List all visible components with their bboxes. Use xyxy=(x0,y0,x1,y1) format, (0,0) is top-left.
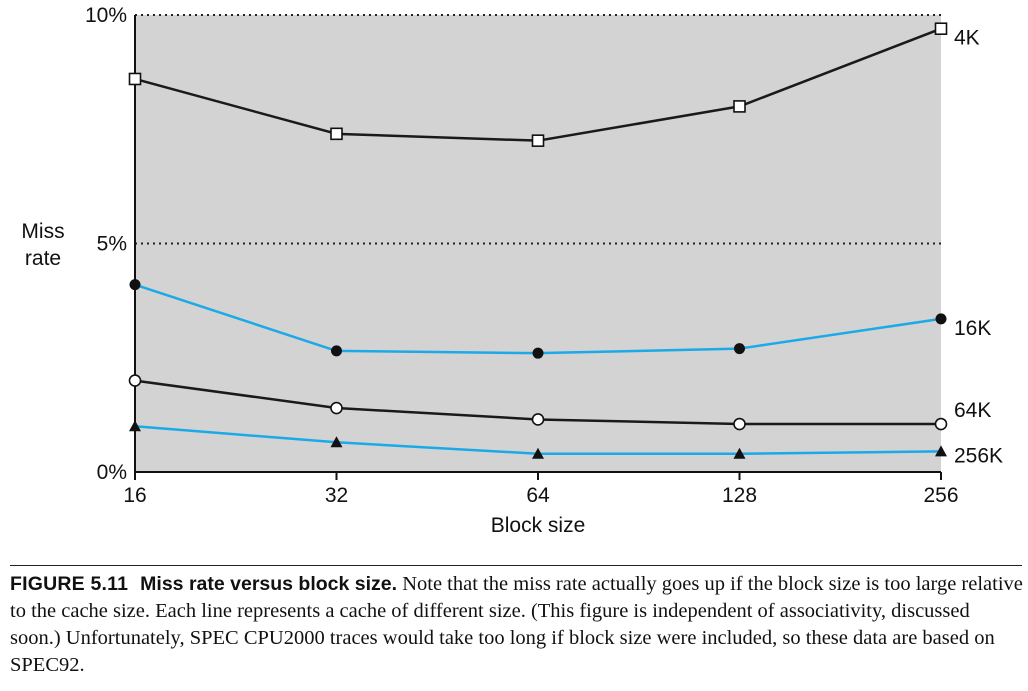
marker-4k xyxy=(128,72,142,86)
series-label-64k: 64K xyxy=(954,399,991,422)
x-axis-label: Block size xyxy=(491,514,586,537)
marker-256k xyxy=(733,447,746,459)
labels: 16 32 64 128 256 0% 5% 10% Miss rate Block size 4K 1… xyxy=(21,4,1003,537)
x-tick-label: 16 xyxy=(123,484,146,507)
marker-4k xyxy=(934,22,948,36)
series-label-4k: 4K xyxy=(954,27,980,50)
marker-256k xyxy=(129,420,141,432)
y-tick-label: 10% xyxy=(85,4,127,27)
x-tick-label: 128 xyxy=(722,484,757,507)
marker-16k xyxy=(331,345,342,357)
caption-divider xyxy=(10,565,1022,566)
marker-256k xyxy=(532,447,544,459)
marker-16k xyxy=(532,347,544,359)
figure-number: FIGURE 5.11 xyxy=(10,573,129,595)
marker-4k xyxy=(531,134,545,147)
gridlines xyxy=(135,14,941,245)
marker-16k xyxy=(935,313,947,325)
marker-4k xyxy=(733,100,746,113)
marker-64k xyxy=(733,417,746,431)
marker-64k xyxy=(531,413,545,426)
y-axis-label: Miss rate xyxy=(21,220,64,270)
caption-body: Note that the miss rate actually goes up… xyxy=(10,573,1023,676)
y-tick-label: 5% xyxy=(97,233,127,256)
marker-64k xyxy=(128,374,142,387)
series-markers xyxy=(128,22,948,459)
marker-4k xyxy=(330,127,343,141)
marker-64k xyxy=(330,401,343,415)
miss-rate-chart: 16 32 64 128 256 0% 5% 10% Miss rate Block size 4K 1… xyxy=(21,4,1003,537)
marker-64k xyxy=(934,417,948,431)
axes xyxy=(134,15,942,480)
figure-title: Miss rate versus block size. xyxy=(140,573,398,595)
marker-256k xyxy=(330,436,343,448)
marker-16k xyxy=(129,279,141,291)
series-label-16k: 16K xyxy=(954,317,991,340)
x-tick-label: 64 xyxy=(526,484,550,507)
x-tick-label: 256 xyxy=(923,484,958,507)
y-tick-label: 0% xyxy=(97,461,127,484)
figure-caption: FIGURE 5.11 Miss rate versus block size. … xyxy=(10,571,1024,679)
marker-16k xyxy=(734,343,745,355)
x-tick-label: 32 xyxy=(325,484,348,507)
series-label-256k: 256K xyxy=(954,444,1003,467)
marker-256k xyxy=(935,445,947,457)
